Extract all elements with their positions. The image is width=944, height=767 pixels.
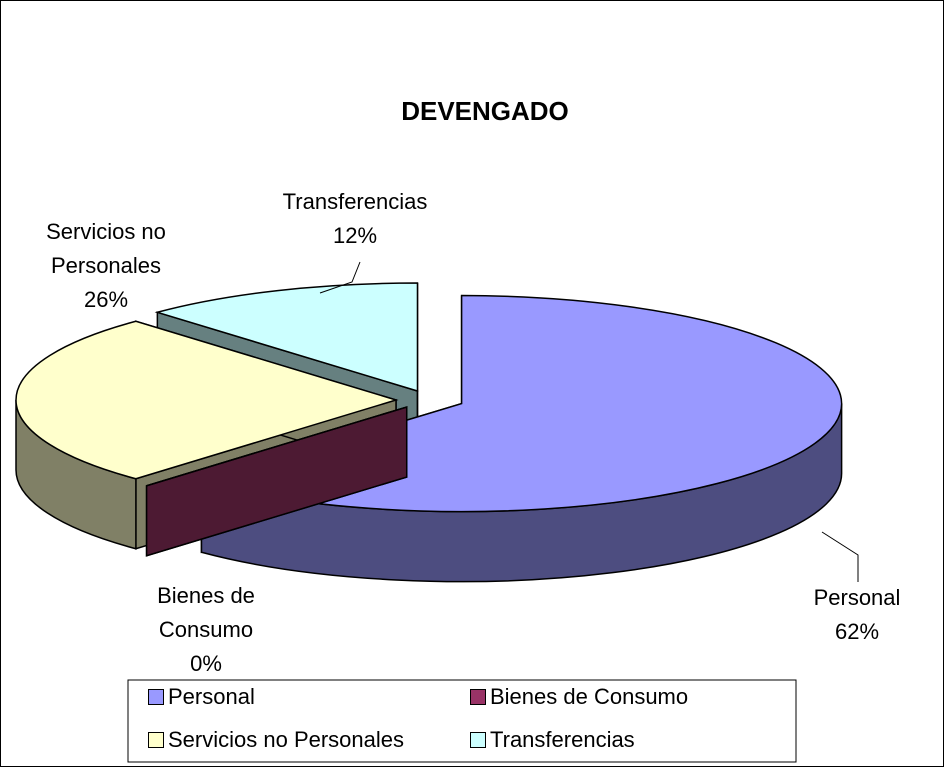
data-label: Servicios no Personales 26% [16,215,196,317]
slice [154,282,419,393]
data-label-value: 12% [332,223,378,248]
slice [146,406,407,487]
data-label-value: 0% [190,651,222,676]
legend-label: Transferencias [490,727,635,752]
data-label-value: 62% [834,619,880,644]
leader-line [319,261,361,294]
legend-item: Bienes de Consumo [470,684,688,710]
legend-swatch [470,689,486,705]
data-label-name: Bienes de Consumo [157,583,255,642]
slice [15,320,399,480]
data-label: Personal 62% [777,581,937,649]
pie [15,282,843,583]
data-label-value: 26% [83,287,129,312]
legend-item: Personal [148,684,255,710]
legend-item: Transferencias [470,727,635,753]
legend-swatch [148,689,164,705]
chart-title: DEVENGADO [401,96,569,126]
legend-label: Servicios no Personales [168,727,405,752]
leader-lines [319,261,859,582]
legend-label: Personal [168,684,255,709]
legend-item: Servicios no Personales [148,727,404,753]
legend-swatch [148,732,164,748]
leader-line [821,531,859,582]
data-label: Transferencias 12% [255,185,455,253]
legend-swatch [470,732,486,748]
data-label-name: Personal [813,585,901,610]
data-label-name: Servicios no Personales [46,219,166,278]
legend-box [127,679,797,763]
data-label-name: Transferencias [282,189,428,214]
data-label: Bienes de Consumo 0% [126,579,286,681]
legend-label: Bienes de Consumo [490,684,689,709]
